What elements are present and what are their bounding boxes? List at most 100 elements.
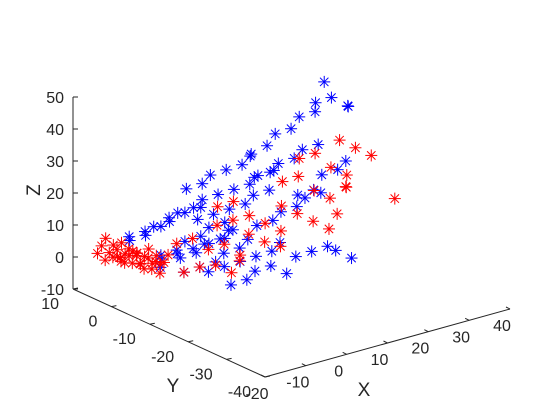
data-point (170, 237, 183, 250)
z-tick-label: -10 (41, 282, 64, 299)
data-point (187, 201, 200, 214)
data-point (250, 219, 263, 232)
data-point (204, 169, 217, 182)
data-point (242, 228, 255, 241)
data-point (243, 209, 256, 222)
data-point (251, 169, 264, 182)
x-tick-label: 40 (493, 318, 511, 335)
data-point (224, 278, 237, 291)
data-point (307, 215, 320, 228)
y-tick-mark (149, 322, 155, 325)
data-point (309, 147, 322, 160)
data-point (248, 265, 261, 278)
data-point (333, 134, 346, 147)
data-point (196, 193, 209, 206)
data-point (225, 266, 238, 279)
data-point (211, 200, 224, 213)
z-tick-label: 40 (46, 122, 64, 139)
data-point (202, 221, 215, 234)
data-point (239, 197, 252, 210)
data-point (342, 100, 355, 113)
data-point (308, 184, 321, 197)
data-point (171, 247, 184, 260)
data-point (177, 266, 190, 279)
z-tick-label: 20 (46, 186, 64, 203)
data-point (157, 256, 170, 269)
data-point (315, 168, 328, 181)
y-tick-label: -10 (113, 331, 136, 348)
data-point (234, 249, 247, 262)
data-point (265, 245, 278, 258)
data-point (331, 207, 344, 220)
data-point (202, 243, 215, 256)
data-point (272, 157, 285, 170)
z-tick-label: 50 (46, 90, 64, 107)
data-point (331, 163, 344, 176)
y-tick-mark (264, 375, 271, 378)
data-point (263, 184, 276, 197)
data-point (292, 170, 305, 183)
data-point (280, 267, 293, 280)
data-point (226, 214, 239, 227)
y-axis-title: Y (167, 376, 180, 397)
labels-layer: -20-10010203040-40-30-20-10010-100102030… (24, 90, 511, 403)
data-point (248, 171, 261, 184)
data-point (99, 232, 112, 245)
data-point (293, 152, 306, 165)
y-tick-mark (226, 357, 232, 360)
y-tick-mark (111, 305, 117, 308)
data-point (227, 183, 240, 196)
x-tick-mark (260, 374, 266, 378)
x-tick-mark (342, 351, 347, 355)
data-point (211, 219, 224, 232)
data-point (261, 139, 274, 152)
data-point (296, 143, 309, 156)
x-axis-title: X (358, 380, 371, 401)
y-axis-line (72, 288, 266, 378)
data-point (91, 247, 104, 260)
data-point (285, 122, 298, 135)
data-point (324, 161, 337, 174)
data-point (186, 232, 199, 245)
data-point (323, 192, 336, 205)
data-point (264, 166, 277, 179)
data-point (220, 163, 233, 176)
data-point (178, 206, 191, 219)
data-point (258, 235, 271, 248)
data-point (240, 273, 253, 286)
data-point (111, 250, 124, 263)
data-point (212, 188, 225, 201)
data-point (340, 181, 353, 194)
marks-layer (91, 75, 401, 291)
y-tick-mark (188, 340, 194, 343)
data-point (193, 261, 206, 274)
x-tick-mark (383, 340, 388, 344)
data-point (247, 189, 260, 202)
axes-layer (72, 96, 511, 378)
data-point (388, 192, 401, 205)
data-point (340, 169, 353, 182)
data-point (191, 213, 204, 226)
data-point (218, 238, 231, 251)
data-point (349, 141, 362, 154)
data-point (133, 257, 146, 270)
data-point (227, 195, 240, 208)
data-point (274, 224, 287, 237)
data-point (365, 149, 378, 162)
data-point (293, 110, 306, 123)
data-point (276, 175, 289, 188)
y-tick-label: -20 (151, 349, 174, 366)
x-tick-mark (464, 317, 470, 321)
data-point (325, 91, 338, 104)
data-point (123, 230, 136, 243)
data-point (115, 236, 128, 249)
data-point (194, 201, 207, 214)
x-tick-label: 20 (411, 341, 429, 358)
data-point (243, 178, 256, 191)
data-point (236, 158, 249, 171)
data-point (209, 259, 222, 272)
x-tick-label: 0 (334, 363, 343, 380)
x-tick-label: 10 (371, 352, 389, 369)
data-point (289, 250, 302, 263)
